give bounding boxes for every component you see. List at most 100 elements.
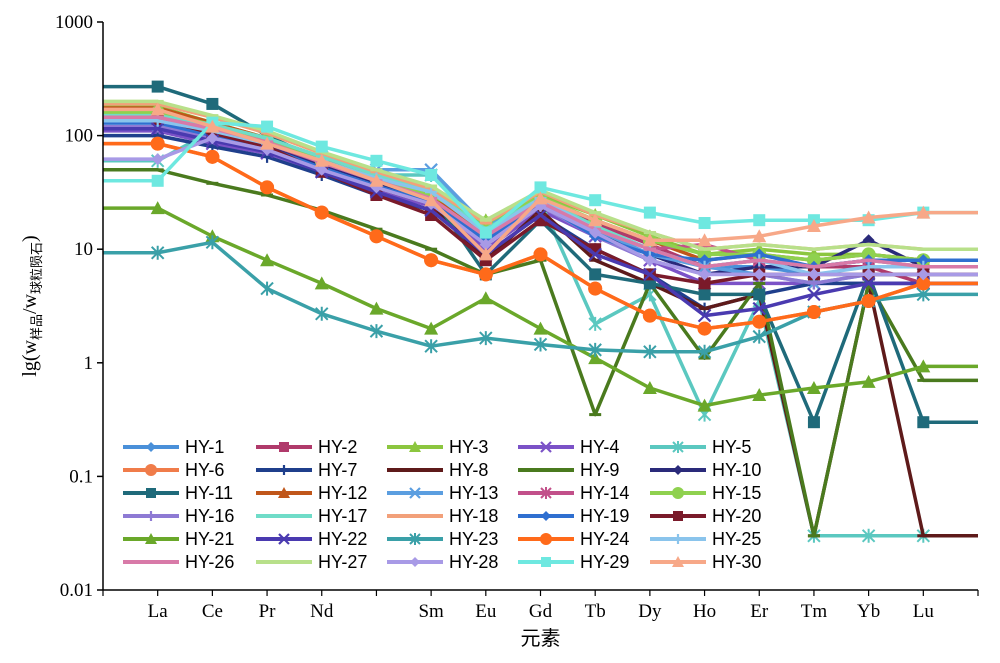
legend-label: HY-26 <box>185 552 234 572</box>
y-axis-title-prefix: lg(w <box>19 339 41 376</box>
data-point <box>205 119 220 133</box>
series-line <box>103 141 978 331</box>
y-tick-label: 100 <box>65 126 94 147</box>
data-point <box>806 253 821 268</box>
y-tick-label: 0.1 <box>69 466 93 487</box>
data-point <box>752 388 767 402</box>
data-point <box>479 238 492 251</box>
data-point <box>752 301 767 316</box>
data-point <box>424 321 439 335</box>
data-point <box>643 254 656 267</box>
legend-item: HY-10 <box>650 460 761 480</box>
data-point <box>588 213 603 227</box>
data-point <box>315 306 329 321</box>
data-point <box>697 308 712 323</box>
data-point <box>916 276 931 291</box>
data-point <box>589 268 602 281</box>
data-point <box>533 208 548 222</box>
data-point <box>279 442 289 452</box>
x-tick-label: Eu <box>475 601 497 622</box>
data-point <box>916 359 931 373</box>
legend: HY-1 HY-2 HY-3 HY-4 HY-5 HY-6 HY-7 HY-8 HY-9 HY-1… <box>123 437 761 572</box>
data-point <box>589 194 602 207</box>
data-point <box>370 154 383 167</box>
legend-label: HY-18 <box>449 506 498 526</box>
legend-item: HY-3 <box>387 437 488 457</box>
legend-label: HY-11 <box>185 483 233 503</box>
data-point <box>425 168 438 181</box>
legend-label: HY-8 <box>449 460 488 480</box>
legend-label: HY-28 <box>449 552 498 572</box>
data-point <box>478 247 493 261</box>
data-point <box>698 277 711 290</box>
legend-label: HY-4 <box>580 437 619 457</box>
x-tick-label: Gd <box>529 601 553 622</box>
data-point <box>917 416 930 429</box>
data-point <box>424 193 439 207</box>
data-point <box>479 331 493 346</box>
y-axis-title-mid: /w <box>19 293 41 314</box>
data-point <box>260 253 275 267</box>
legend-label: HY-23 <box>449 529 498 549</box>
data-point <box>540 533 552 545</box>
legend-label: HY-12 <box>318 483 367 503</box>
legend-item: HY-25 <box>650 529 761 549</box>
data-point <box>917 268 930 281</box>
legend-item: HY-9 <box>518 460 619 480</box>
legend-label: HY-30 <box>712 552 761 572</box>
data-point <box>588 281 603 296</box>
data-point <box>752 229 767 243</box>
data-point <box>672 441 684 453</box>
data-point <box>807 287 821 302</box>
data-point <box>698 288 711 301</box>
data-point <box>642 233 657 247</box>
legend-label: HY-27 <box>318 552 367 572</box>
data-point <box>409 533 421 545</box>
legend-item: HY-8 <box>387 460 488 480</box>
legend-item: HY-15 <box>650 483 761 503</box>
x-tick-label: Tm <box>801 601 828 622</box>
legend-item: HY-14 <box>518 483 629 503</box>
legend-item: HY-29 <box>518 552 629 572</box>
series-hy-30 <box>103 102 978 261</box>
legend-label: HY-16 <box>185 506 234 526</box>
data-point <box>806 381 821 395</box>
data-point <box>150 201 165 215</box>
data-point <box>643 206 656 219</box>
data-point <box>642 381 657 395</box>
data-point <box>588 316 602 331</box>
x-tick-label: Sm <box>418 601 444 622</box>
data-point <box>150 136 165 151</box>
data-point <box>807 416 820 429</box>
data-point <box>589 226 602 239</box>
legend-item: HY-23 <box>387 529 498 549</box>
data-point <box>806 305 821 320</box>
data-point <box>260 281 274 296</box>
data-point <box>643 267 657 282</box>
legend-item: HY-20 <box>650 506 761 526</box>
data-point <box>369 301 384 315</box>
data-point <box>145 533 157 544</box>
data-point <box>369 229 384 244</box>
data-point <box>369 173 384 187</box>
legend-label: HY-25 <box>712 529 761 549</box>
legend-item: HY-16 <box>123 506 234 526</box>
y-axis-title: lg(w样品/w球粒陨石) <box>19 235 44 376</box>
data-point <box>314 276 329 290</box>
data-point <box>540 441 552 453</box>
legend-item: HY-22 <box>256 529 367 549</box>
legend-label: HY-1 <box>185 437 224 457</box>
data-point <box>145 464 157 476</box>
data-point <box>588 247 602 262</box>
data-point <box>916 205 931 219</box>
data-point <box>807 268 820 281</box>
data-point <box>643 344 657 359</box>
data-point <box>673 465 683 475</box>
data-point <box>150 121 165 136</box>
series-line <box>103 141 978 331</box>
legend-item: HY-24 <box>518 529 629 549</box>
data-point <box>673 511 683 521</box>
data-point <box>806 219 821 233</box>
